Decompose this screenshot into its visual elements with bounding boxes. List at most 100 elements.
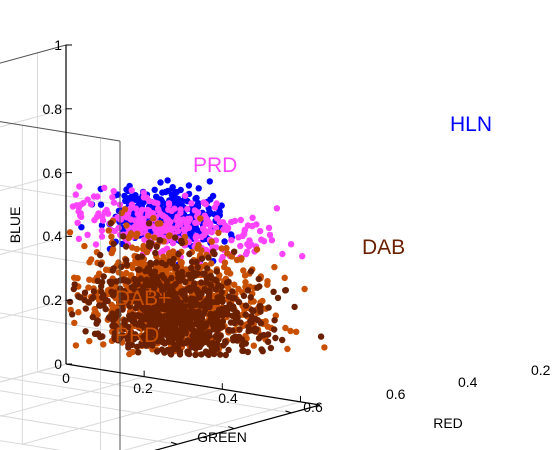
data-point [223,269,231,276]
data-point [191,280,198,287]
data-point [206,287,213,294]
data-point [216,219,224,226]
data-point [192,345,199,352]
data-point [121,206,129,213]
data-point [133,343,141,350]
data-point [127,205,134,212]
data-point [176,351,184,358]
data-point [271,263,278,271]
cluster-label-prd: PRD [193,154,237,177]
data-point [248,313,255,320]
z-tick-label: 0.2 [43,292,63,308]
data-point [249,214,256,221]
z-tick-label: 1 [54,37,62,53]
data-point [75,309,82,316]
data-point [133,233,140,240]
data-point [158,228,166,235]
data-point [208,260,215,267]
data-point [125,323,132,331]
data-point [228,253,235,260]
data-point [172,234,179,241]
data-point [84,196,91,203]
data-point [240,292,248,299]
data-point [176,275,184,283]
data-point [100,273,107,280]
data-point [192,234,199,241]
data-point [145,242,153,249]
grid-line [0,376,121,397]
data-point [172,290,179,298]
data-point [91,330,99,337]
data-point [213,268,220,275]
data-point [92,241,100,248]
data-point [172,196,180,203]
data-point [137,200,144,207]
data-point [206,178,213,185]
data-point [158,259,165,267]
data-point [130,196,138,203]
data-point [207,282,215,289]
data-point [201,285,208,293]
data-point [219,312,226,319]
data-point [145,232,152,240]
data-point [253,221,260,228]
data-point [237,319,244,326]
data-point [265,304,272,311]
data-point [321,344,328,351]
grid-line [37,371,292,414]
grid-line [0,299,67,319]
data-point [169,225,177,232]
data-point [184,350,191,357]
data-point [132,281,139,288]
data-point [137,275,144,282]
data-point [108,233,115,240]
data-point [82,328,89,335]
data-point [172,328,179,335]
data-point [201,227,208,234]
data-point [118,263,125,270]
data-point [198,279,205,286]
data-point [220,342,227,349]
data-point [132,332,139,340]
y-axis-title: GREEN [197,429,247,445]
data-point [193,194,200,202]
data-point [242,302,250,309]
grid-line [0,363,67,383]
data-point [122,243,130,250]
data-point [151,268,159,275]
data-point [138,206,146,213]
data-point [204,300,211,308]
data-point [86,337,93,345]
data-point [301,285,308,293]
data-point [110,317,117,324]
data-point [133,245,141,253]
data-point [161,340,168,347]
data-point [247,294,254,301]
data-point [198,255,206,262]
green-tick-label: 0.4 [218,390,238,406]
data-point [178,268,186,276]
data-point [210,248,217,255]
data-point [123,269,130,277]
data-point [147,310,154,317]
data-point [248,327,256,334]
data-point [192,351,199,359]
data-point [72,191,80,198]
data-point [248,306,256,314]
data-point [196,325,203,332]
data-point [98,283,105,290]
data-point [143,288,150,295]
data-point [260,331,267,339]
data-point [174,222,182,229]
data-point [111,322,119,329]
data-point [192,339,200,346]
data-point [71,281,78,288]
data-point [197,215,204,222]
data-point [228,218,235,226]
data-point [84,231,91,238]
data-point [145,220,153,227]
data-point [127,216,134,223]
data-point [129,348,136,356]
data-point [100,302,107,309]
